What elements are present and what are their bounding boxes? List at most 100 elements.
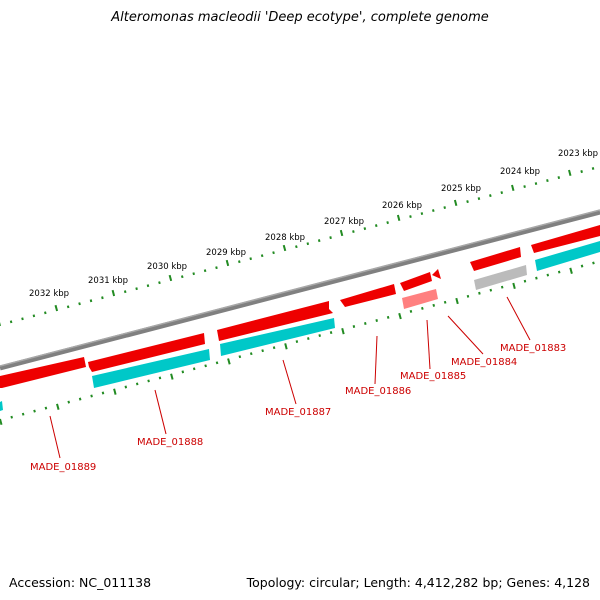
major-tick	[453, 199, 458, 207]
minor-tick	[135, 287, 138, 291]
kbp-label-2024: 2024 kbp	[500, 167, 540, 177]
kbp-label-2023: 2023 kbp	[558, 149, 598, 159]
minor-tick	[592, 261, 595, 265]
minor-tick	[500, 285, 504, 289]
gene-label-MADE_01883[interactable]: MADE_01883	[500, 343, 566, 354]
gene-label-MADE_01884[interactable]: MADE_01884	[451, 357, 517, 368]
minor-tick	[489, 194, 492, 198]
kbp-ruler: 2023 kbp 2024 kbp 2025 kbp 2026 kbp 2027…	[29, 149, 598, 299]
rna-feature[interactable]	[92, 349, 210, 388]
leader-line	[506, 296, 531, 341]
cds-feature[interactable]	[340, 284, 396, 307]
minor-tick	[9, 320, 13, 324]
genome-backbone	[0, 209, 600, 371]
minor-tick	[124, 385, 128, 389]
minor-tick	[272, 346, 276, 350]
accession-text: Accession: NC_011138	[9, 575, 152, 590]
minor-tick	[238, 260, 241, 264]
minor-tick	[90, 394, 93, 398]
minor-tick	[363, 227, 367, 231]
minor-tick	[386, 221, 389, 225]
minor-tick	[534, 182, 538, 186]
minor-tick	[546, 273, 550, 277]
minor-tick	[329, 331, 333, 335]
minor-tick	[591, 167, 595, 170]
leader-line	[447, 315, 484, 355]
major-tick	[511, 184, 515, 192]
kbp-label-2026: 2026 kbp	[382, 201, 422, 211]
minor-tick	[352, 325, 356, 328]
minor-tick	[249, 257, 252, 261]
gene-labels: MADE_01883 MADE_01884 MADE_01885 MADE_01…	[30, 343, 566, 473]
minor-tick	[33, 409, 36, 413]
minor-tick	[261, 349, 264, 353]
minor-tick	[489, 288, 493, 292]
leader-line	[374, 335, 378, 385]
minor-tick	[557, 176, 561, 180]
gene-leaders	[49, 296, 531, 459]
pseudo-feature[interactable]	[402, 289, 438, 309]
major-tick	[284, 343, 288, 350]
leader-line	[426, 319, 431, 370]
minor-tick	[443, 300, 447, 304]
kbp-label-2030: 2030 kbp	[147, 262, 187, 272]
kbp-label-2025: 2025 kbp	[441, 184, 481, 194]
rna-feature[interactable]	[0, 401, 3, 411]
minor-tick	[523, 279, 527, 283]
major-tick	[56, 403, 60, 410]
gene-label-MADE_01886[interactable]: MADE_01886	[345, 386, 411, 397]
minor-tick	[557, 270, 561, 274]
kbp-label-2028: 2028 kbp	[265, 233, 305, 243]
leader-line	[282, 359, 297, 405]
major-tick	[227, 358, 231, 365]
minor-tick	[249, 352, 253, 356]
cds-feature[interactable]	[88, 333, 205, 372]
major-tick	[111, 289, 116, 297]
minor-tick	[432, 209, 435, 213]
minor-tick	[135, 382, 139, 386]
minor-tick	[158, 281, 161, 285]
cds-track	[0, 225, 600, 388]
cds-feature[interactable]	[432, 269, 441, 279]
minor-tick	[203, 269, 207, 273]
minor-tick	[421, 306, 424, 310]
minor-tick	[44, 311, 47, 315]
minor-tick	[67, 400, 71, 404]
minor-tick	[409, 309, 413, 313]
major-tick	[0, 418, 3, 426]
major-tick	[113, 388, 117, 395]
cds-feature[interactable]	[470, 247, 521, 271]
major-tick	[341, 328, 345, 335]
cds-feature[interactable]	[531, 225, 600, 253]
cds-feature[interactable]	[217, 301, 333, 341]
minor-tick	[180, 275, 184, 279]
cds-feature[interactable]	[400, 272, 432, 291]
minor-tick	[44, 406, 48, 410]
minor-tick	[89, 299, 93, 303]
minor-tick	[21, 412, 25, 416]
minor-tick	[443, 206, 446, 210]
gene-label-MADE_01889[interactable]: MADE_01889	[30, 462, 96, 473]
minor-tick	[374, 224, 378, 228]
leader-line	[49, 415, 61, 459]
minor-tick	[375, 319, 378, 322]
rna-feature[interactable]	[220, 318, 335, 356]
minor-tick	[215, 266, 218, 270]
minor-tick	[478, 291, 481, 295]
major-tick	[398, 312, 402, 320]
major-tick	[512, 282, 516, 290]
cds-feature[interactable]	[0, 357, 86, 388]
gene-label-MADE_01885[interactable]: MADE_01885	[400, 371, 466, 382]
gene-label-MADE_01888[interactable]: MADE_01888	[137, 437, 203, 448]
minor-tick	[101, 296, 104, 300]
minor-tick	[523, 185, 526, 189]
rna-feature[interactable]	[535, 241, 600, 271]
gene-label-MADE_01887[interactable]: MADE_01887	[265, 407, 331, 418]
other-feature[interactable]	[474, 265, 527, 290]
minor-tick	[420, 212, 424, 216]
minor-tick	[546, 179, 549, 183]
minor-tick	[432, 303, 436, 307]
outer-scale-ticks	[0, 167, 595, 326]
minor-tick	[306, 242, 310, 246]
minor-tick	[307, 337, 310, 341]
